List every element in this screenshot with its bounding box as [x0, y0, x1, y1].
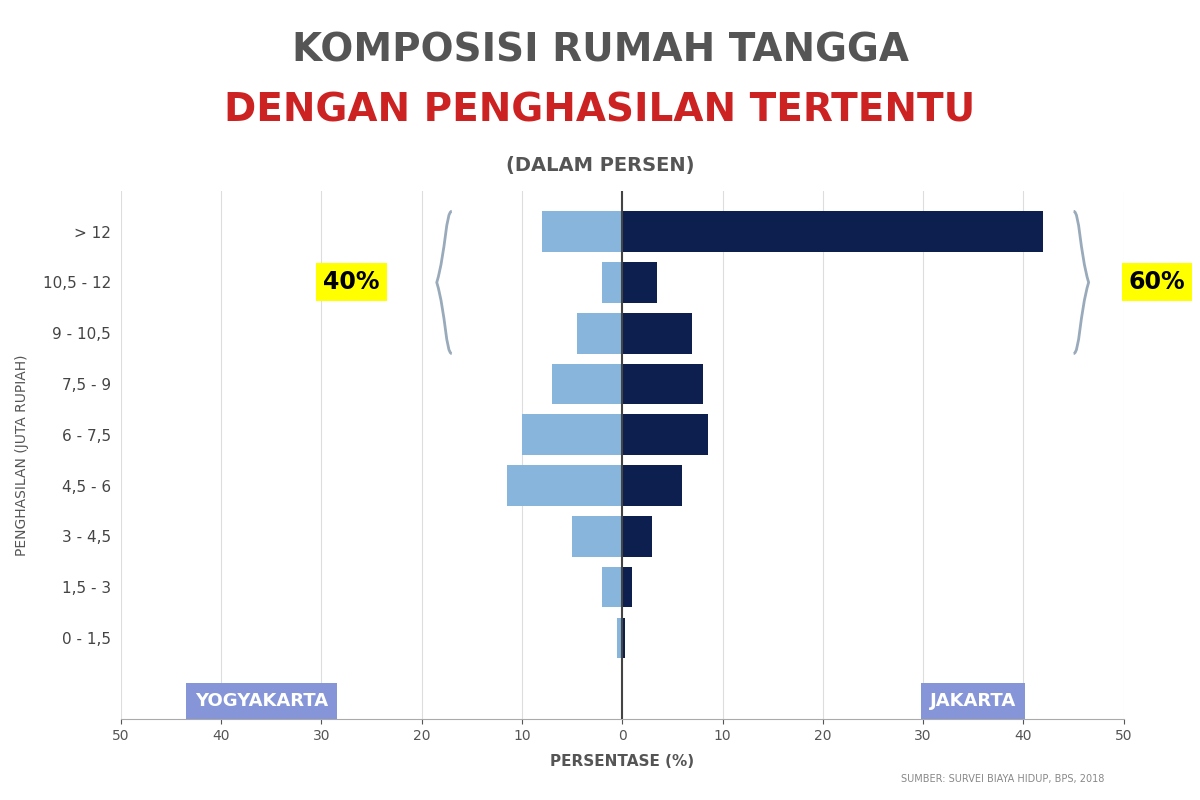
- Text: DENGAN PENGHASILAN TERTENTU: DENGAN PENGHASILAN TERTENTU: [224, 92, 976, 130]
- Text: SUMBER: SURVEI BIAYA HIDUP, BPS, 2018: SUMBER: SURVEI BIAYA HIDUP, BPS, 2018: [901, 774, 1104, 784]
- Bar: [572, 516, 623, 557]
- Text: (DALAM PERSEN): (DALAM PERSEN): [505, 156, 695, 175]
- Bar: [623, 364, 702, 404]
- Bar: [623, 466, 683, 506]
- Bar: [623, 262, 658, 302]
- Bar: [623, 516, 653, 557]
- Text: YOGYAKARTA: YOGYAKARTA: [194, 692, 328, 710]
- Bar: [623, 211, 1044, 252]
- Bar: [623, 567, 632, 607]
- Bar: [506, 466, 623, 506]
- Bar: [617, 618, 623, 658]
- Text: 60%: 60%: [1129, 270, 1186, 294]
- Bar: [602, 262, 623, 302]
- Bar: [623, 313, 692, 354]
- Bar: [602, 567, 623, 607]
- Bar: [542, 211, 623, 252]
- Bar: [623, 618, 625, 658]
- X-axis label: PERSENTASE (%): PERSENTASE (%): [551, 754, 695, 769]
- Text: KOMPOSISI RUMAH TANGGA: KOMPOSISI RUMAH TANGGA: [292, 32, 908, 70]
- Y-axis label: PENGHASILAN (JUTA RUPIAH): PENGHASILAN (JUTA RUPIAH): [14, 354, 29, 556]
- Text: 40%: 40%: [323, 270, 379, 294]
- Bar: [552, 364, 623, 404]
- Bar: [522, 414, 623, 455]
- Bar: [577, 313, 623, 354]
- Bar: [623, 414, 708, 455]
- Text: JAKARTA: JAKARTA: [930, 692, 1016, 710]
